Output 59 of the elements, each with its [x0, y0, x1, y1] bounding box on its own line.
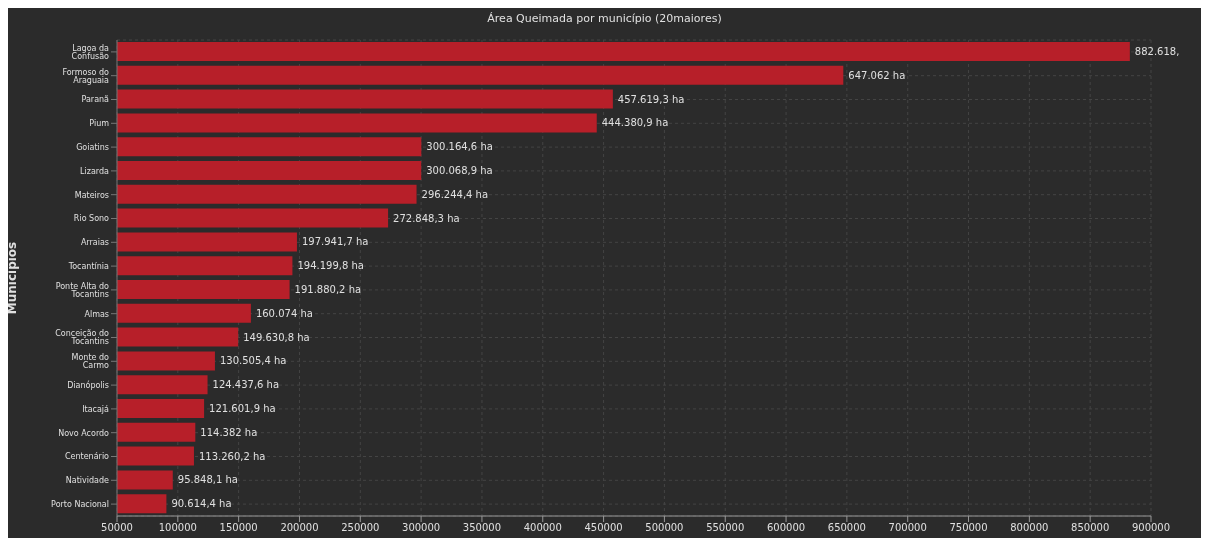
y-tick-label: Novo Acordo	[58, 428, 110, 438]
x-tick-label: 100000	[158, 522, 197, 534]
x-tick-label: 350000	[462, 522, 502, 534]
x-tick-label: 550000	[706, 522, 745, 534]
data-label: 197.941,7 ha	[301, 236, 369, 248]
y-tick-label: Mateiros	[74, 190, 109, 200]
data-label: 882.618,	[1134, 46, 1180, 58]
data-label: 194.199,8 ha	[297, 260, 364, 272]
x-tick-label: 900000	[1131, 522, 1171, 534]
y-tick-label: Lagoa da Confusão	[71, 43, 110, 61]
y-tick-label: Lizarda	[80, 166, 110, 176]
y-tick-label: Almas	[84, 309, 109, 319]
x-tick-label: 50000	[101, 522, 133, 534]
x-tick-label: 700000	[888, 522, 927, 534]
x-tick-label: 750000	[949, 522, 988, 534]
y-tick-label: Paranã	[81, 95, 110, 105]
data-label: 130.505,4 ha	[219, 355, 287, 367]
data-label: 457.619,3 ha	[617, 93, 685, 105]
x-tick-label: 800000	[1010, 522, 1049, 534]
x-tick-label: 650000	[827, 522, 866, 534]
chart-title: Área Queimada por município (20maiores)	[486, 12, 723, 25]
data-label: 647.062 ha	[848, 69, 906, 81]
data-label: 113.260,2 ha	[198, 450, 266, 462]
y-tick-label: Dianópolis	[67, 379, 109, 390]
y-tick-label: Pium	[89, 119, 110, 129]
y-tick-label: Arraias	[80, 238, 109, 248]
data-label: 160.074 ha	[255, 307, 313, 319]
x-tick-label: 150000	[219, 522, 258, 534]
data-label: 444.380,9 ha	[601, 117, 669, 129]
y-tick-label: Rio Sono	[73, 214, 110, 224]
x-tick-label: 400000	[523, 522, 562, 534]
data-label: 114.382 ha	[200, 426, 258, 438]
x-tick-label: 500000	[645, 522, 684, 534]
y-tick-label: Goiatins	[76, 142, 109, 152]
y-tick-label: Natividade	[65, 476, 110, 486]
data-label: 90.614,4 ha	[171, 498, 232, 510]
x-tick-label: 600000	[766, 522, 806, 534]
x-tick-label: 850000	[1071, 522, 1110, 534]
x-tick-label: 250000	[341, 522, 380, 534]
data-label: 296.244,4 ha	[421, 188, 489, 200]
y-tick-label: Tocantínia	[67, 261, 110, 271]
data-label: 124.437,6 ha	[212, 379, 280, 391]
y-tick-label: Ponte Alta do Tocantins	[55, 281, 110, 299]
y-tick-label: Itacajá	[82, 404, 110, 414]
data-label: 300.068,9 ha	[426, 165, 493, 177]
y-tick-label: Porto Nacional	[51, 499, 109, 509]
x-tick-label: 450000	[584, 522, 623, 534]
y-tick-label: Formoso do Araguaia	[62, 67, 110, 85]
data-label: 95.848,1 ha	[177, 474, 238, 486]
data-label: 272.848,3 ha	[393, 212, 460, 224]
y-tick-label: Monte do Carmo	[71, 353, 110, 371]
y-tick-label: Conceição do Tocantins	[55, 329, 110, 347]
data-label: 121.601,9 ha	[209, 403, 276, 415]
data-label: 149.630,8 ha	[243, 331, 310, 343]
x-tick-label: 300000	[402, 522, 441, 534]
y-tick-label: Centenário	[64, 452, 110, 462]
x-tick-label: 200000	[280, 522, 319, 534]
data-label: 191.880,2 ha	[294, 284, 362, 296]
data-label: 300.164,6 ha	[426, 141, 493, 153]
